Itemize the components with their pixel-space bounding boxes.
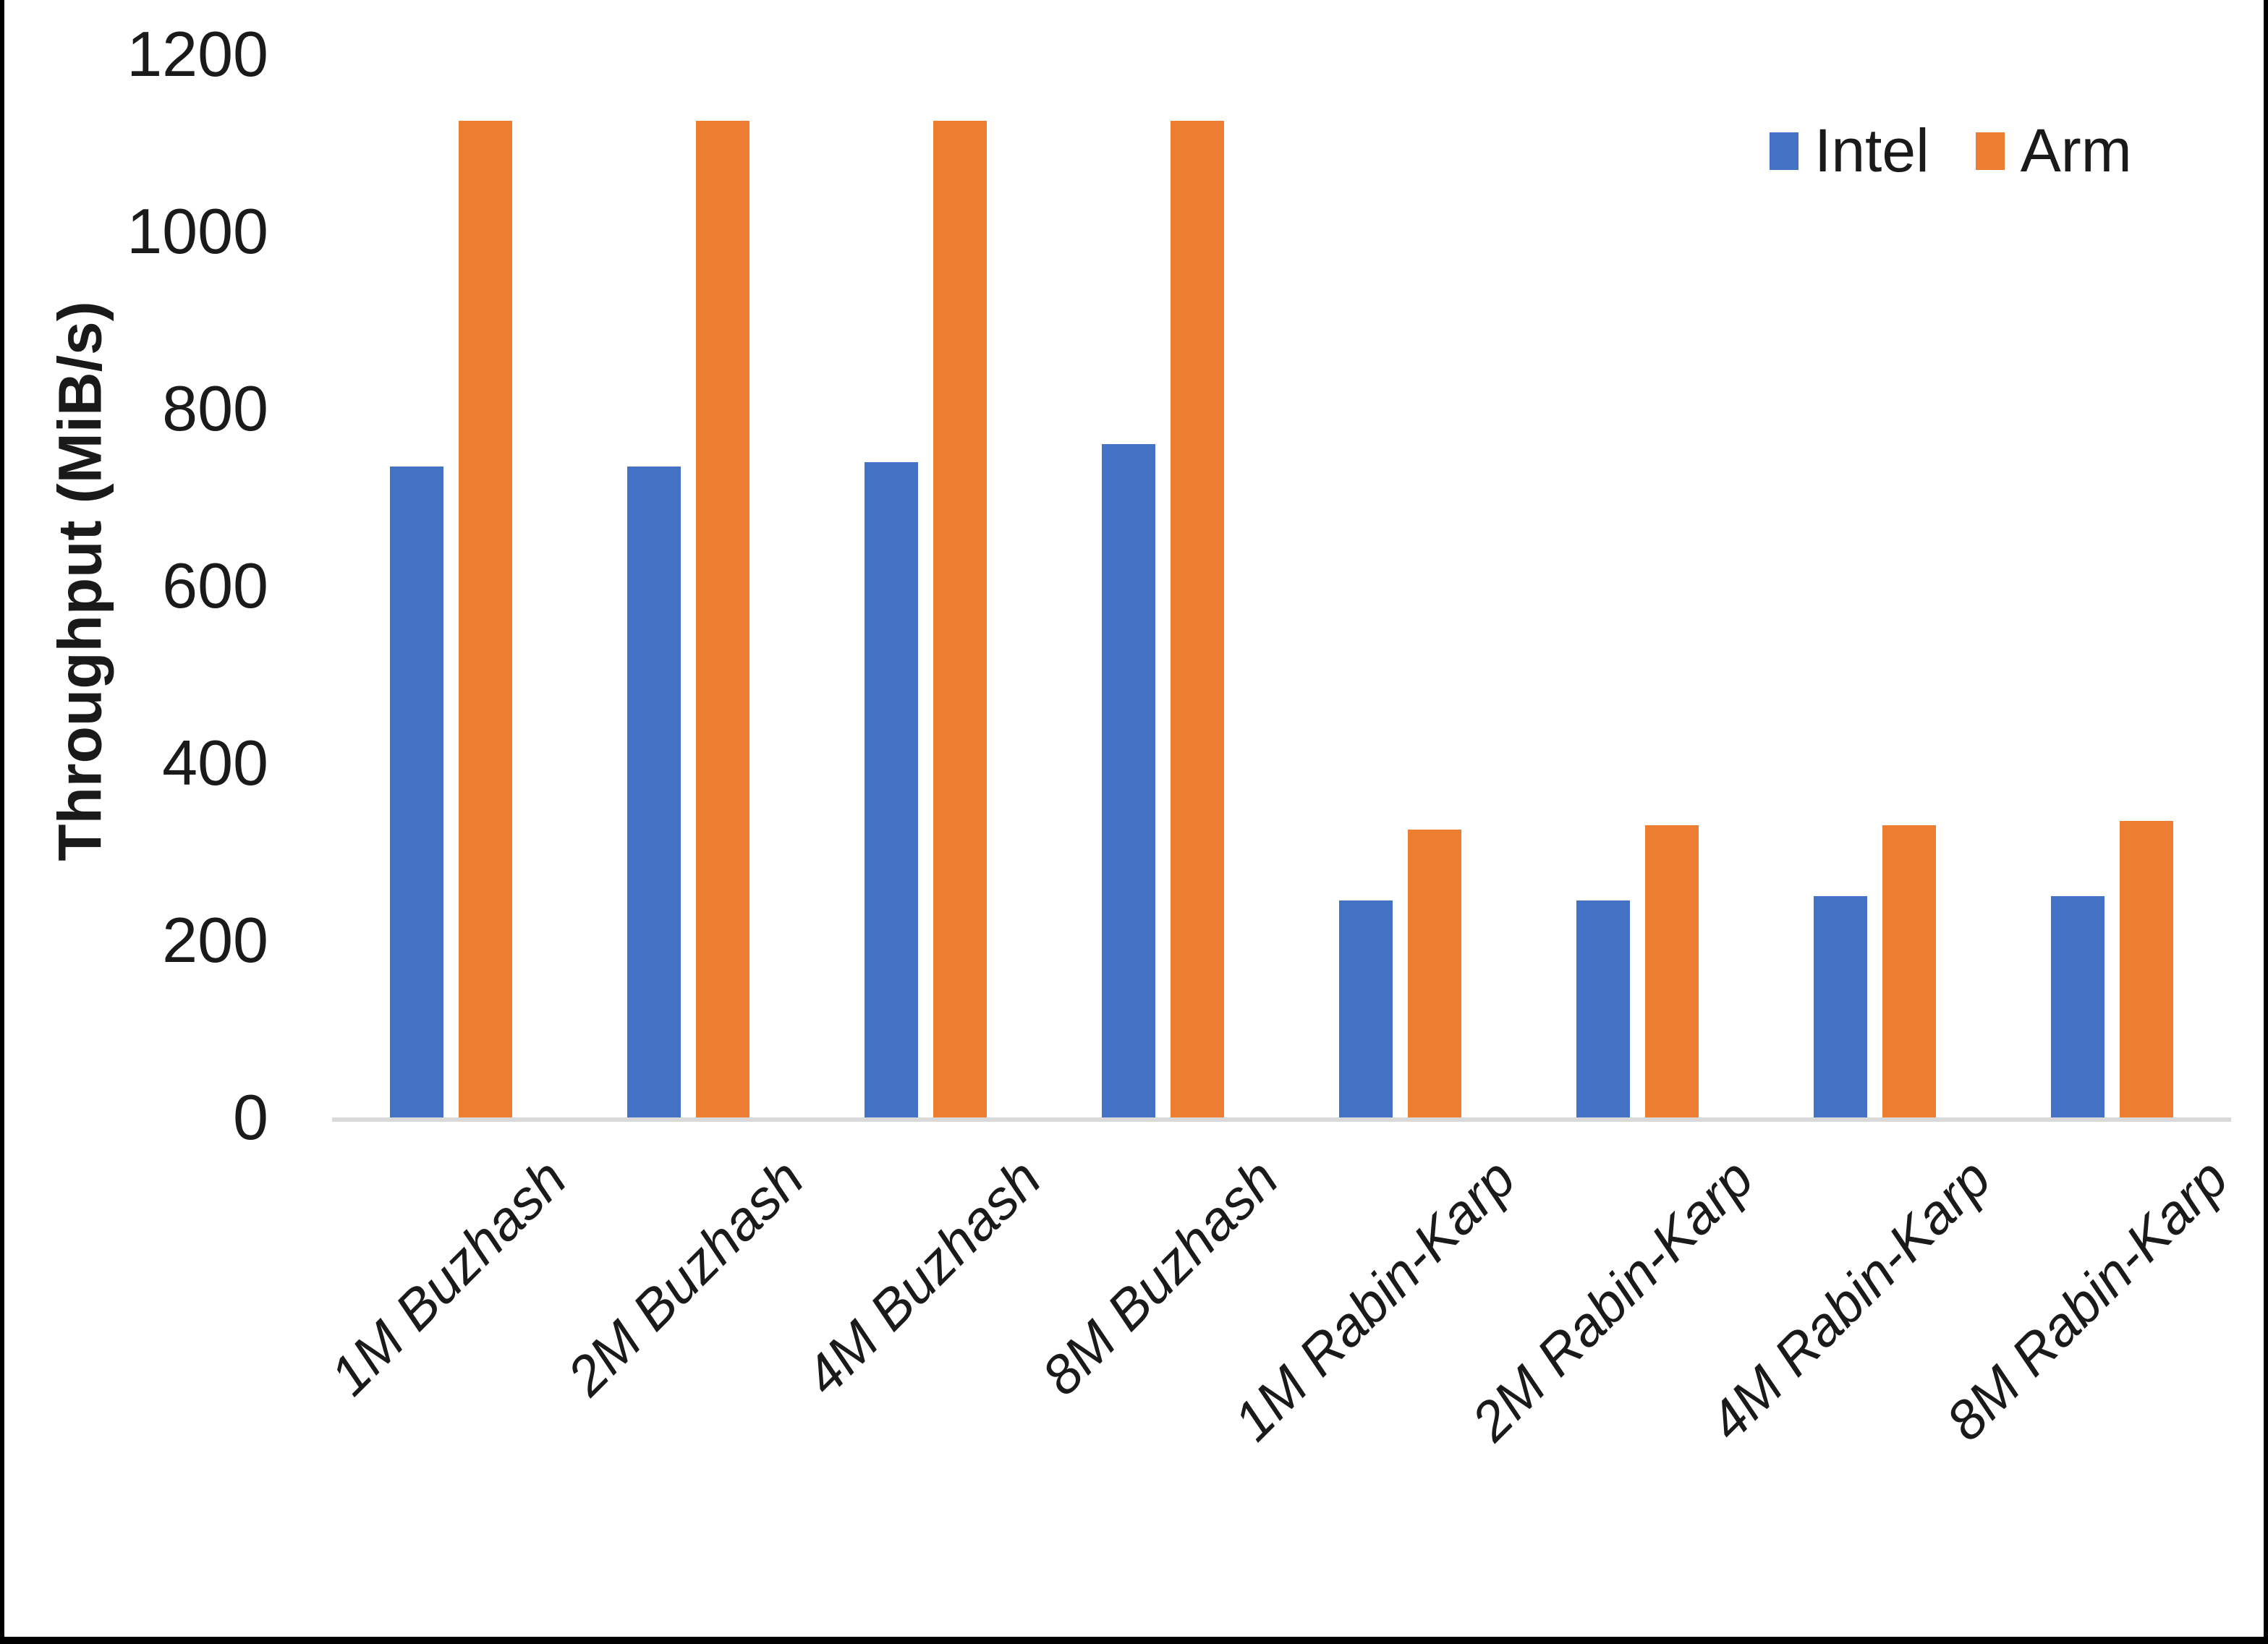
bar-group (1519, 54, 1757, 1117)
legend: Intel Arm (1770, 116, 2132, 186)
bar-group (1044, 54, 1281, 1117)
plot-area (332, 54, 2231, 1122)
legend-label: Intel (1814, 116, 1929, 184)
bar-arm (695, 120, 749, 1117)
bar-intel (1339, 900, 1393, 1117)
bar-group (332, 54, 569, 1117)
bar-arm (1170, 120, 1224, 1117)
x-category-label-cell: 8M Rabin-Karp (1934, 1125, 2240, 1603)
legend-label: Arm (2020, 116, 2132, 184)
bar-arm (1882, 825, 1937, 1117)
legend-item-intel: Intel (1770, 116, 1929, 186)
bar-intel (389, 466, 443, 1117)
x-category-label-cell: 4M Rabin-Karp (1697, 1125, 2002, 1603)
x-category-label-cell: 2M Rabin-Karp (1460, 1125, 1765, 1603)
bar-arm (1645, 825, 1699, 1117)
x-category-label-cell: 1M Buzhash (318, 1125, 578, 1603)
legend-swatch-icon (1770, 132, 1798, 170)
bar-intel (864, 461, 918, 1117)
bar-arm (933, 120, 987, 1117)
bar-arm (1408, 829, 1462, 1117)
x-category-label: 8M Buzhash (1030, 1147, 1291, 1407)
y-tick-label: 200 (162, 904, 268, 976)
y-tick-label: 800 (162, 372, 268, 444)
y-tick-label: 1000 (127, 195, 268, 267)
bar-arm (2120, 820, 2174, 1117)
bar-group (807, 54, 1044, 1117)
x-category-label: 1M Buzhash (318, 1147, 578, 1407)
bar-group (1282, 54, 1519, 1117)
x-category-label-cell: 4M Buzhash (793, 1125, 1053, 1603)
bar-intel (1576, 900, 1631, 1117)
y-tick-label: 600 (162, 550, 268, 621)
bar-intel (1814, 895, 1868, 1117)
bar-intel (2051, 895, 2105, 1117)
bar-group (569, 54, 807, 1117)
legend-swatch-icon (1975, 132, 2005, 170)
x-category-label: 2M Buzhash (556, 1147, 815, 1407)
y-tick-label: 1200 (127, 18, 268, 90)
x-category-label: 4M Buzhash (793, 1147, 1053, 1407)
bar-group (1757, 54, 1994, 1117)
y-tick-label: 400 (162, 727, 268, 798)
bar-group (1994, 54, 2231, 1117)
x-category-label-cell: 8M Buzhash (1030, 1125, 1290, 1603)
bar-intel (627, 466, 681, 1117)
bar-arm (458, 120, 512, 1117)
x-axis-category-labels: 1M Buzhash 2M Buzhash 4M Buzhash 8M Buzhash… (318, 1125, 2240, 1603)
y-tick-label: 0 (233, 1081, 268, 1153)
bar-intel (1101, 444, 1155, 1117)
x-category-label-cell: 2M Buzhash (556, 1125, 815, 1603)
legend-item-arm: Arm (1975, 116, 2132, 186)
x-category-label-cell: 1M Rabin-Karp (1223, 1125, 1528, 1603)
